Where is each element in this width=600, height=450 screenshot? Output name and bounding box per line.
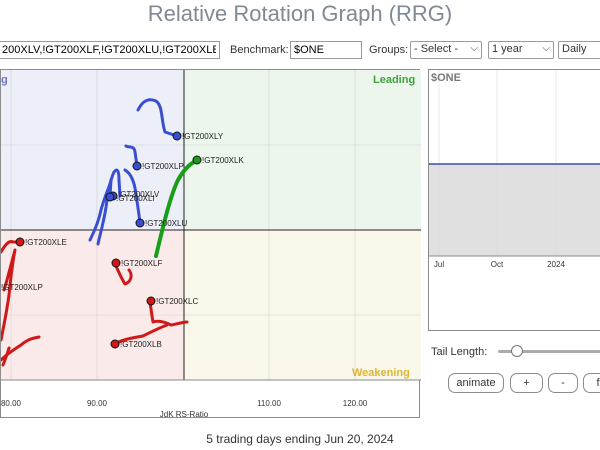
label-xle: !GT200XLE xyxy=(25,238,67,247)
rrg-chart-svg: Leading Weakening g xyxy=(1,70,421,419)
plus-button[interactable]: + xyxy=(510,373,543,393)
red-trails xyxy=(1,240,189,367)
bench-tick-2024: 2024 xyxy=(547,260,565,269)
label-xlu: !GT200XLU xyxy=(145,219,187,228)
trail-xlf xyxy=(113,262,133,286)
trail-xlc xyxy=(148,299,189,327)
tail-length-slider[interactable] xyxy=(498,350,600,353)
benchmark-input[interactable] xyxy=(290,41,362,59)
period-select[interactable]: 1 year ⌵ xyxy=(488,41,554,59)
marker-xlf xyxy=(111,258,121,268)
label-xli: !GT200XLI xyxy=(116,194,155,203)
rrg-chart[interactable]: Leading Weakening g xyxy=(0,69,421,419)
label-xlk: !GT200XLK xyxy=(202,156,244,165)
benchmark-grid xyxy=(438,70,557,256)
trail-xlb xyxy=(113,323,169,346)
quadrant-lagging xyxy=(1,230,184,380)
benchmark-chart: $ONE Jul Oct 2024 xyxy=(428,69,600,331)
quadrant-label-weakening: Weakening xyxy=(352,367,410,379)
chevron-down-icon: ⌵ xyxy=(542,43,550,54)
blue-trails xyxy=(88,98,179,246)
benchmark-symbol: $ONE xyxy=(431,72,461,84)
quadrant-label-improving: g xyxy=(1,74,8,86)
benchmark-fill xyxy=(429,164,600,256)
chevron-down-icon: ⌵ xyxy=(470,43,478,54)
label-xlv: !GT200XLV xyxy=(118,190,160,199)
quadrant-leading xyxy=(184,70,421,230)
marker-xlb xyxy=(110,339,120,349)
controls-bar: Benchmark: Groups: - Select - ⌵ 1 year ⌵… xyxy=(0,41,600,63)
groups-label: Groups: xyxy=(369,44,409,56)
period-select-value: 1 year xyxy=(492,43,523,55)
x-tick-80: 80.00 xyxy=(1,399,22,408)
symbols-input[interactable] xyxy=(0,41,220,59)
tail-length-slider-handle[interactable] xyxy=(511,345,523,357)
x-tick-120: 120.00 xyxy=(343,399,368,408)
label-xlp-blue: !GT200XLP xyxy=(142,162,184,171)
bench-tick-oct: Oct xyxy=(491,260,504,269)
f-button[interactable]: f xyxy=(583,373,600,393)
animate-button[interactable]: animate xyxy=(448,373,504,393)
interval-select[interactable]: Daily xyxy=(558,41,600,59)
x-tick-110: 110.00 xyxy=(257,399,281,408)
interval-select-value: Daily xyxy=(562,43,587,55)
bench-tick-jul: Jul xyxy=(434,260,444,269)
trail-xlp-red xyxy=(1,248,17,342)
marker-xli xyxy=(105,192,115,202)
label-xlc: !GT200XLC xyxy=(156,297,198,306)
benchmark-label: Benchmark: xyxy=(230,44,289,56)
trail-xlu xyxy=(123,168,142,225)
marker-xlc xyxy=(146,296,156,306)
marker-xle xyxy=(15,237,25,247)
trail-xly xyxy=(136,98,179,138)
tail-length-label: Tail Length: xyxy=(431,346,488,358)
red-markers xyxy=(15,237,156,349)
trail-xlp-red-loop xyxy=(1,346,11,367)
marker-xlu xyxy=(135,218,145,228)
label-xlp-red: !GT200XLP xyxy=(1,283,43,292)
marker-xlp-blue xyxy=(132,161,142,171)
quadrant-improving xyxy=(1,70,184,230)
marker-xlk xyxy=(192,155,202,165)
quadrant-label-leading: Leading xyxy=(373,74,415,86)
trail-xlp-blue xyxy=(124,144,139,168)
page-title: Relative Rotation Graph (RRG) xyxy=(147,1,453,26)
trail-xle xyxy=(1,240,21,254)
label-xlb: !GT200XLB xyxy=(120,340,162,349)
groups-select[interactable]: - Select - ⌵ xyxy=(410,41,482,59)
minus-button[interactable]: - xyxy=(548,373,578,393)
marker-xly xyxy=(172,131,182,141)
x-axis-label: JdK RS-Ratio xyxy=(160,410,209,419)
label-xly: !GT200XLY xyxy=(182,132,224,141)
blue-markers xyxy=(105,131,182,228)
date-range-footer: 5 trading days ending Jun 20, 2024 xyxy=(206,432,394,446)
groups-select-value: - Select - xyxy=(414,43,459,55)
quadrant-weakening xyxy=(184,230,421,380)
benchmark-chart-svg: $ONE Jul Oct 2024 xyxy=(429,70,600,269)
label-xlf: !GT200XLF xyxy=(121,259,162,268)
trail-xli xyxy=(88,178,113,242)
trail-xlk xyxy=(154,159,198,258)
x-tick-90: 90.00 xyxy=(87,399,108,408)
